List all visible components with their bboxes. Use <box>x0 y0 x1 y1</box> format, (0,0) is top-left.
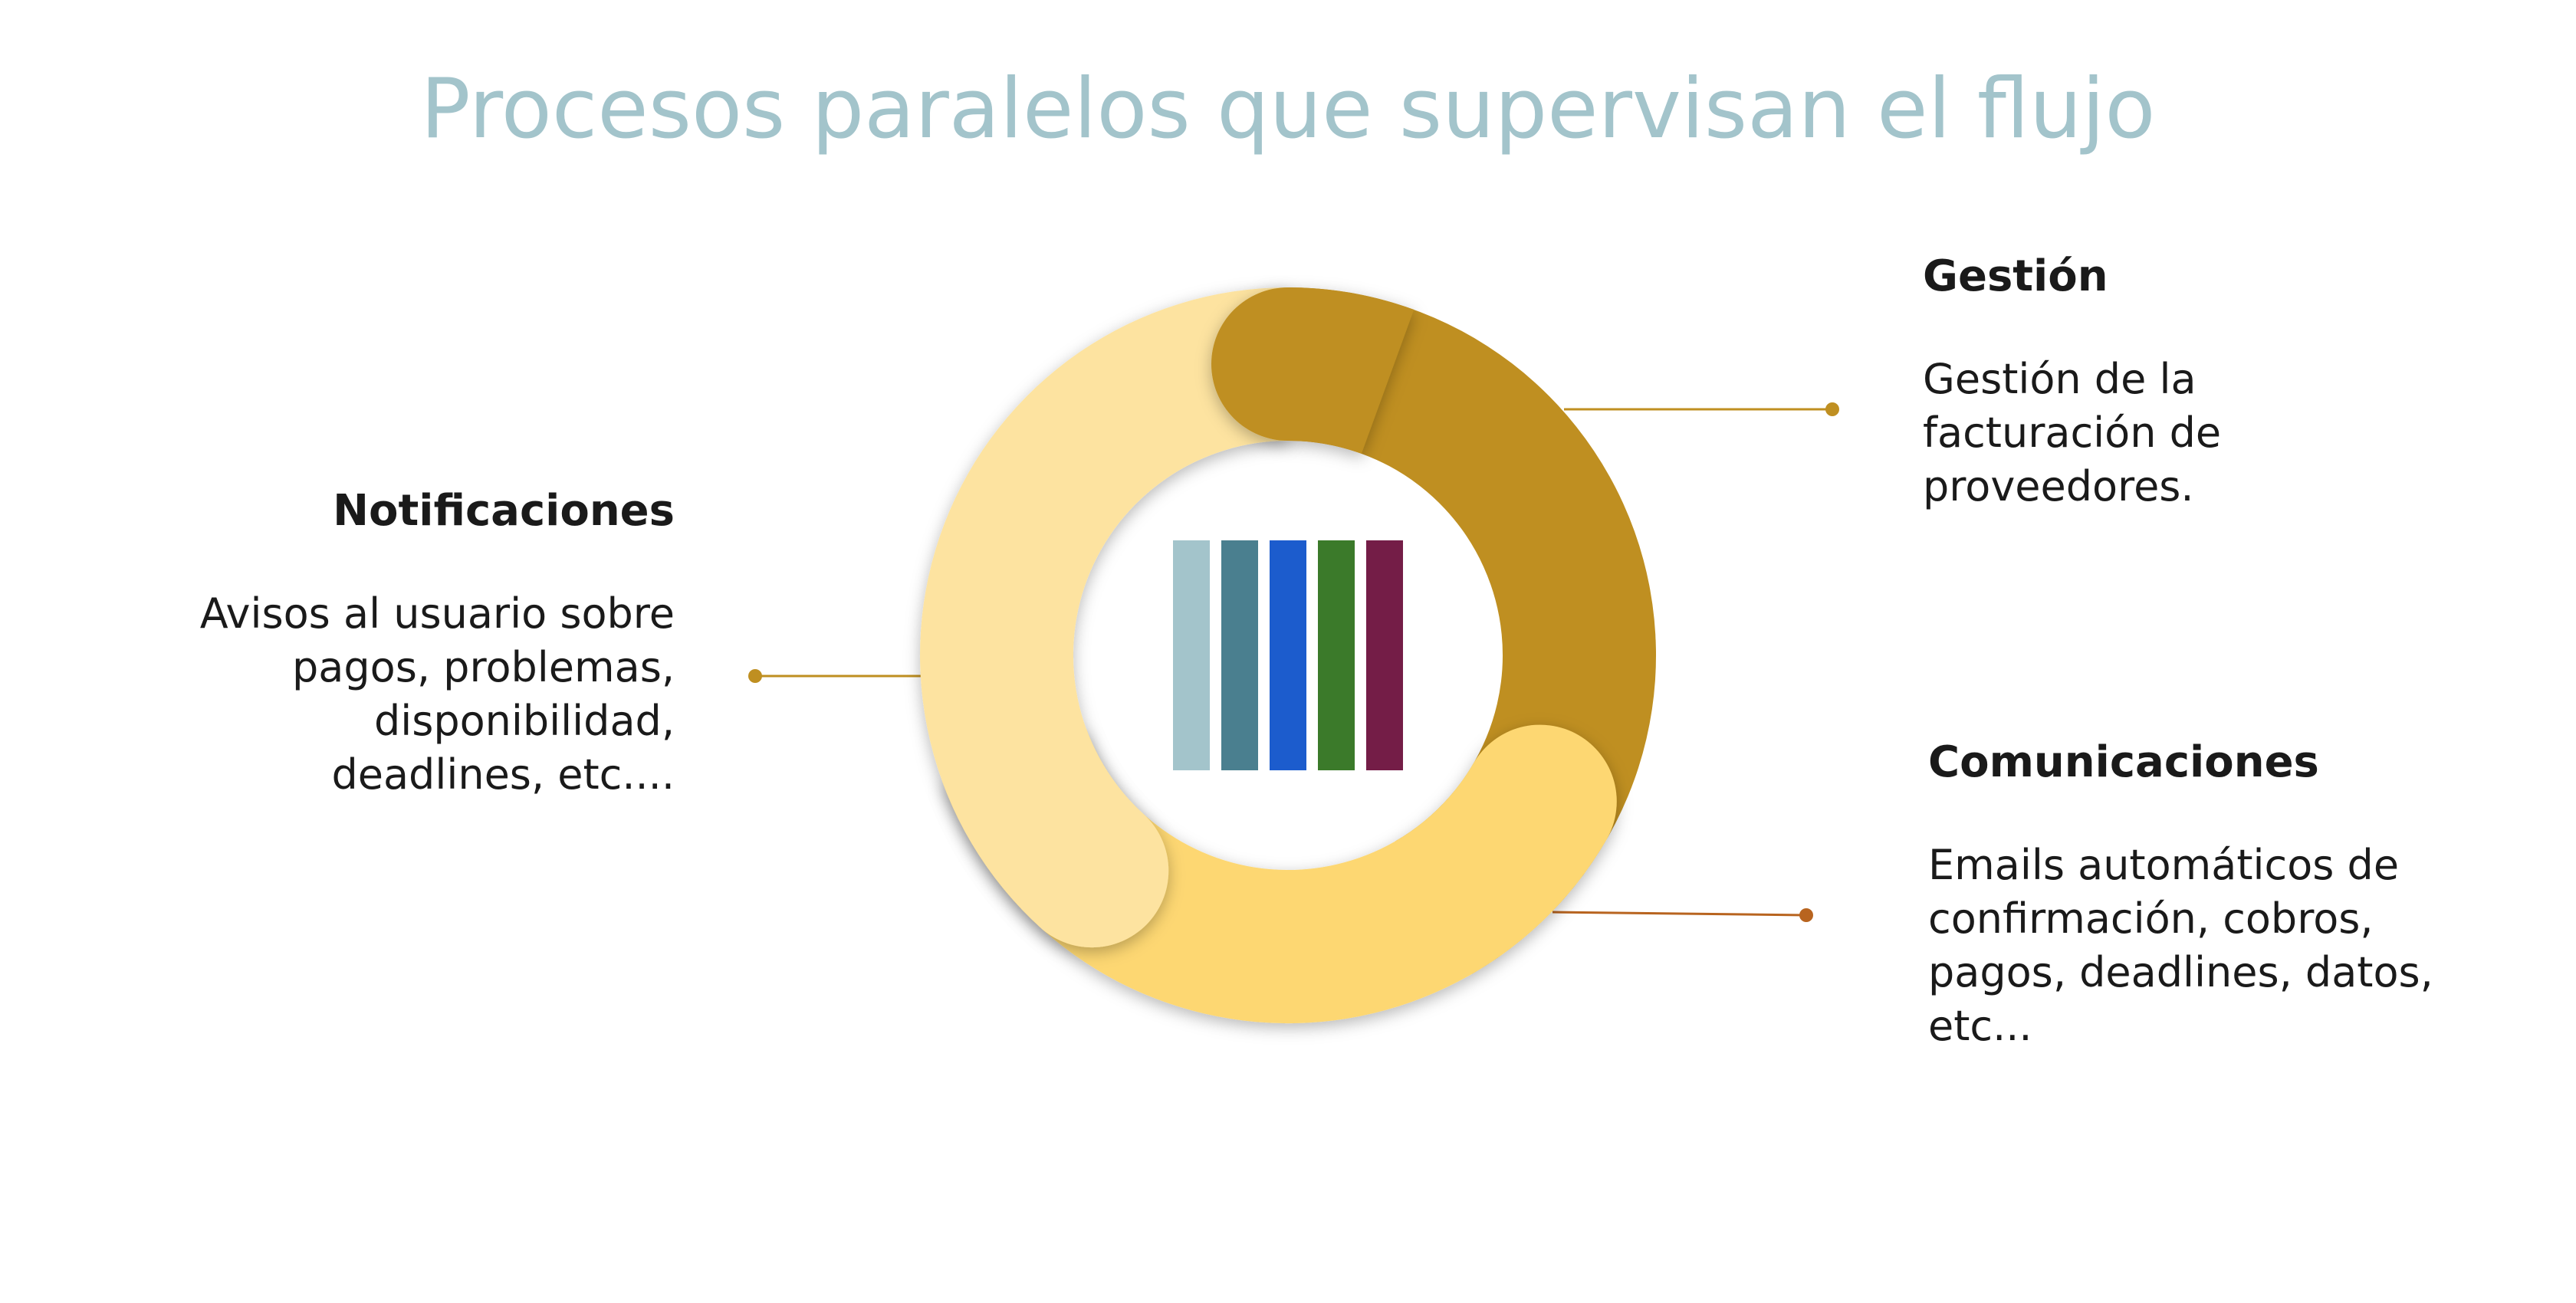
section-heading-notificaciones: Notificaciones <box>333 486 675 536</box>
center-logo-bar <box>1173 540 1210 770</box>
section-text-gestion: Gestión de la facturación de proveedores… <box>1923 353 2383 514</box>
page-title: Procesos paralelos que supervisan el flu… <box>420 61 2156 157</box>
center-logo <box>1173 540 1403 770</box>
text-line: etc... <box>1928 1002 2032 1050</box>
section-text-notificaciones: Avisos al usuario sobre pagos, problemas… <box>92 587 675 802</box>
section-heading-gestion: Gestión <box>1923 251 2108 301</box>
text-line: confirmación, cobros, <box>1928 894 2374 943</box>
text-line: facturación de <box>1923 409 2222 457</box>
ring-segment-gestion-cap <box>1211 287 1414 454</box>
text-line: proveedores. <box>1923 462 2194 510</box>
text-line: disponibilidad, <box>373 697 675 745</box>
section-text-comunicaciones: Emails automáticos de confirmación, cobr… <box>1928 839 2542 1053</box>
text-line: pagos, problemas, <box>292 643 675 691</box>
connector-dot-gestion <box>1825 402 1839 416</box>
text-line: Emails automáticos de <box>1928 841 2400 889</box>
text-line: deadlines, etc.... <box>331 750 675 799</box>
section-notificaciones: Notificaciones Avisos al usuario sobre p… <box>92 484 675 802</box>
center-logo-bar <box>1270 540 1306 770</box>
text-line: pagos, deadlines, datos, <box>1928 948 2433 996</box>
section-heading-comunicaciones: Comunicaciones <box>1928 737 2319 787</box>
center-logo-bar <box>1366 540 1403 770</box>
text-line: Gestión de la <box>1923 355 2196 403</box>
center-logo-bar <box>1221 540 1258 770</box>
connector-dot-notificaciones <box>748 669 762 683</box>
connector-comunicaciones <box>1552 911 1807 917</box>
section-comunicaciones: Comunicaciones Emails automáticos de con… <box>1928 736 2542 1053</box>
section-gestion: Gestión Gestión de la facturación de pro… <box>1923 250 2383 514</box>
connector-dot-comunicaciones <box>1799 908 1813 922</box>
center-logo-bar <box>1318 540 1355 770</box>
text-line: Avisos al usuario sobre <box>199 589 675 638</box>
ring-segment-notificaciones <box>919 287 1288 948</box>
